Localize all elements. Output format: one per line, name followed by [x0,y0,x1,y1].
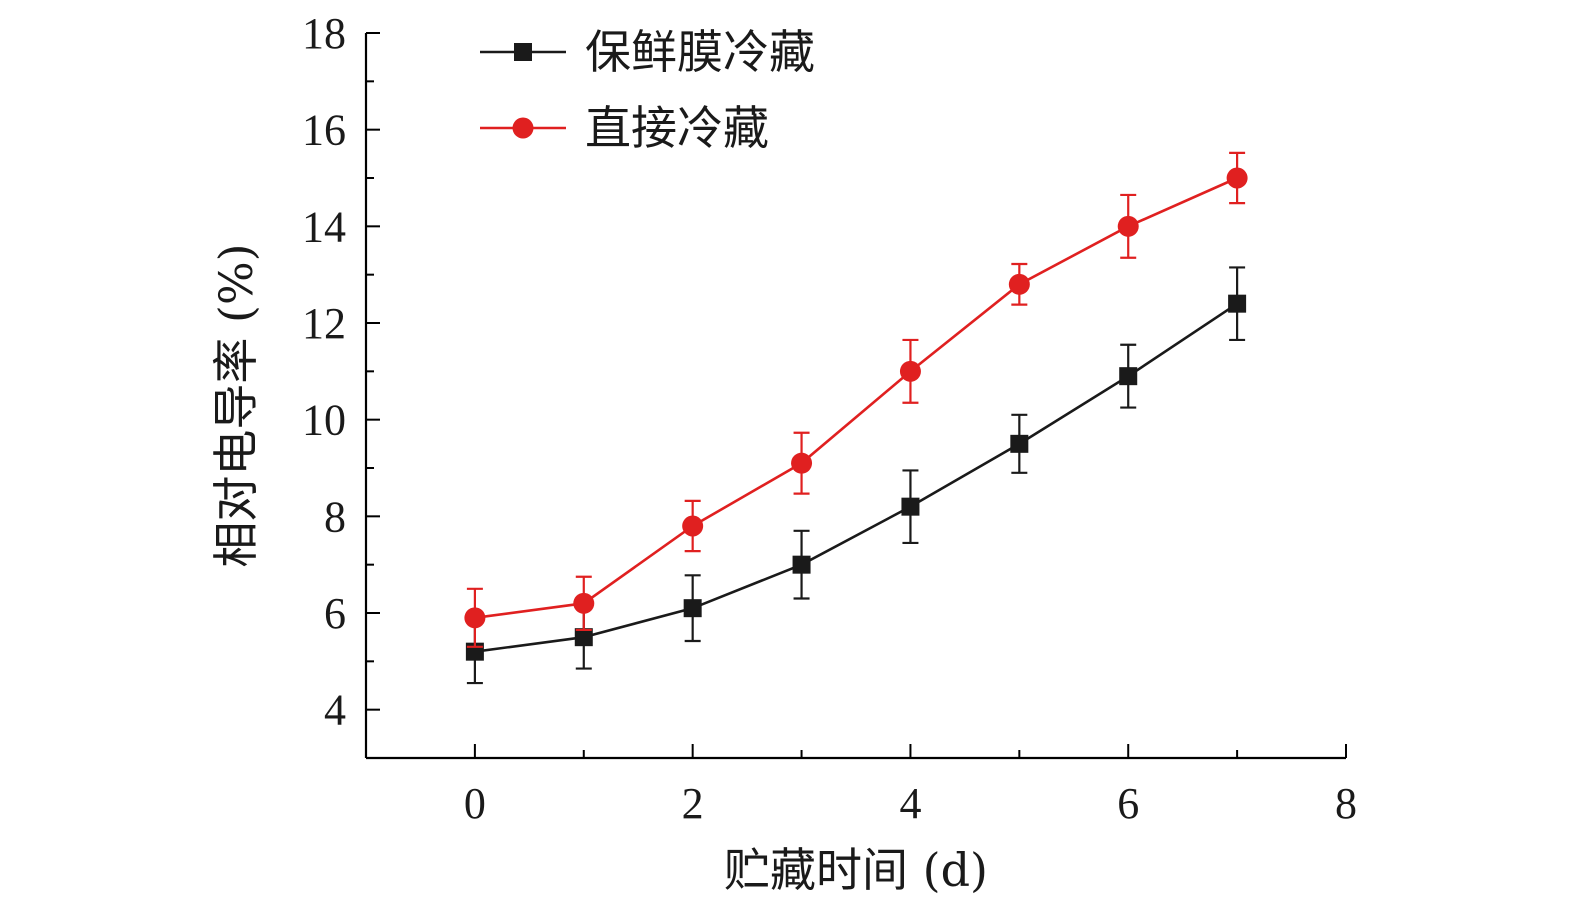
data-point [574,628,593,647]
legend-label: 直接冷藏 [585,101,769,155]
data-point [1117,215,1139,237]
legend-marker [514,43,532,61]
x-tick-label: 4 [899,779,921,828]
y-tick-label: 14 [302,202,346,251]
data-point [1228,294,1247,313]
data-point [573,592,595,614]
data-point [464,607,486,629]
y-tick-label: 4 [324,686,346,735]
legend-item: 保鲜膜冷藏 [480,25,815,79]
series-line [474,302,1238,653]
y-tick-label: 18 [302,9,346,58]
legend-item: 直接冷藏 [480,101,769,155]
x-axis-title: 贮藏时间 (d) [724,843,988,897]
x-tick-label: 0 [464,779,486,828]
data-point [682,515,704,537]
data-point [1119,367,1138,386]
x-tick-label: 6 [1117,779,1139,828]
y-axis-title: 相对电导率 (%) [209,243,263,567]
data-point [1226,167,1248,189]
data-point [1008,273,1030,295]
y-tick-label: 8 [324,492,346,541]
y-tick-label: 6 [324,589,346,638]
y-tick-label: 12 [302,299,346,348]
data-point [901,497,920,516]
x-tick-label: 8 [1335,779,1357,828]
series-line [474,176,1238,620]
data-point [1010,434,1029,453]
data-point [683,599,702,618]
axes: 0 2 4 6 8 4 6 8 10 12 14 16 18 [302,9,1357,828]
data-point [899,360,921,382]
data-point [792,555,811,574]
y-tick-label: 10 [302,396,346,445]
y-tick-label: 16 [302,106,346,155]
series-2 [464,151,1248,648]
data-point [791,452,813,474]
series-layer [464,151,1248,685]
x-tick-label: 2 [682,779,704,828]
legend-label: 保鲜膜冷藏 [585,25,815,79]
legend-marker [512,117,534,139]
